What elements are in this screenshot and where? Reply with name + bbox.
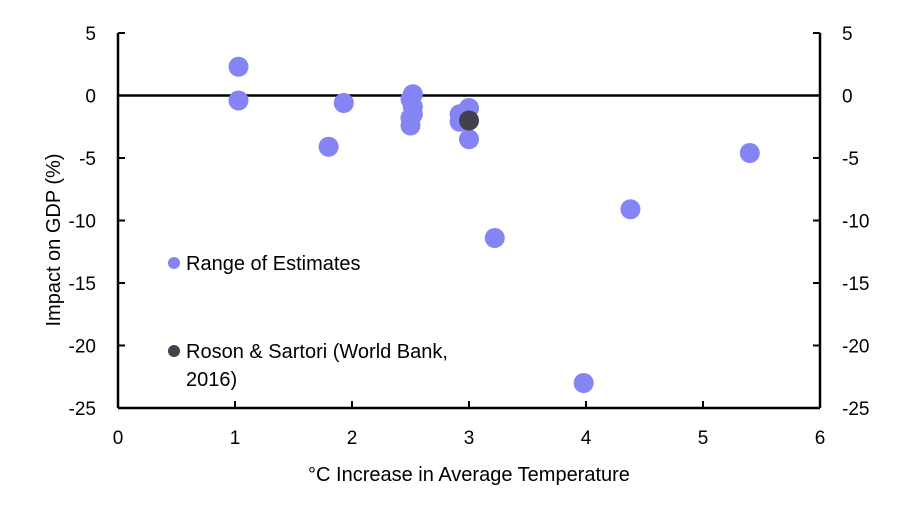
x-tick-label: 2: [347, 428, 358, 449]
x-tick-label: 5: [698, 428, 709, 449]
y-tick-label-left: -5: [79, 149, 96, 170]
x-tick-label: 1: [230, 428, 241, 449]
estimate-point: [228, 90, 249, 111]
y-tick-label-left: -25: [69, 399, 96, 420]
x-tick-label: 3: [464, 428, 475, 449]
estimate-point: [459, 129, 479, 150]
x-tick-label: 6: [815, 428, 826, 449]
y-tick-label-right: 0: [842, 87, 853, 108]
estimate-point: [228, 56, 249, 77]
legend-label-line: 2016): [186, 369, 237, 391]
y-tick-label-left: -20: [69, 337, 96, 358]
legend-marker-estimates: [168, 257, 180, 269]
estimate-point: [739, 143, 760, 163]
roson-sartori-point: [459, 110, 479, 131]
right-tick-labels: 5 0 -5 -10 -15 -20 -25: [842, 24, 869, 420]
x-tick-label: 4: [581, 428, 592, 449]
legend-marker-roson-sartori: [168, 345, 180, 357]
y-tick-label-right: -25: [842, 399, 869, 420]
y-tick-label-left: 0: [85, 87, 96, 108]
y-tick-label-right: -20: [842, 337, 869, 358]
legend-label-roson-sartori: Roson & Sartori (World Bank, 2016): [186, 341, 448, 391]
data-points: [228, 56, 760, 393]
y-tick-label-right: 5: [842, 24, 853, 45]
y-tick-label-right: -10: [842, 212, 869, 233]
estimate-point: [318, 136, 339, 157]
y-tick-label-left: 5: [85, 24, 96, 45]
estimate-point: [333, 93, 354, 113]
y-tick-label-right: -5: [842, 149, 859, 170]
y-tick-label-left: -10: [69, 212, 96, 233]
legend-label-estimates: Range of Estimates: [186, 253, 361, 275]
estimate-point: [573, 373, 594, 393]
estimate-point: [400, 115, 421, 136]
y-axis-title: Impact on GDP (%): [43, 153, 65, 326]
x-tick-labels: 0 1 2 3 4 5 6: [113, 428, 826, 449]
y-tick-label-left: -15: [69, 274, 96, 295]
legend: Range of Estimates Roson & Sartori (World…: [168, 253, 448, 391]
left-tick-labels: 5 0 -5 -10 -15 -20 -25: [69, 24, 96, 420]
estimate-point: [484, 228, 505, 248]
x-tick-label: 0: [113, 428, 124, 449]
y-tick-label-right: -15: [842, 274, 869, 295]
x-axis-title: °C Increase in Average Temperature: [308, 464, 630, 486]
legend-label-line: Roson & Sartori (World Bank,: [186, 341, 448, 363]
estimate-point: [620, 199, 641, 220]
